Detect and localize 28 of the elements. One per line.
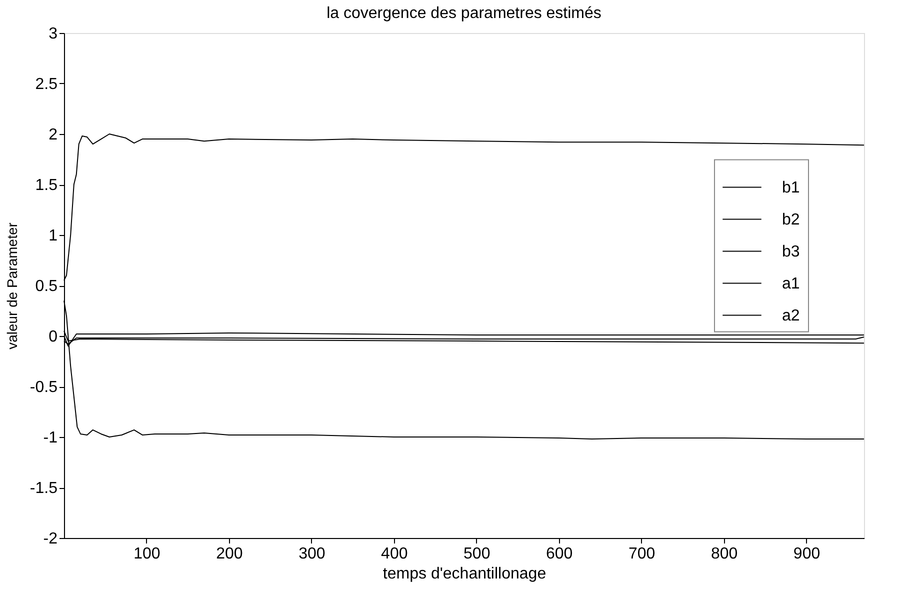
x-tick-label: 900 <box>793 546 820 562</box>
y-tick-label: 1.5 <box>35 177 58 194</box>
chart-title: la covergence des parametres estimés <box>326 5 602 22</box>
y-tick-label: -0.5 <box>30 379 58 396</box>
x-tick-label: 600 <box>546 546 573 562</box>
x-tick-label: 400 <box>381 546 408 562</box>
legend-label: b2 <box>782 211 800 228</box>
y-axis-title: valeur de Parameter <box>4 222 20 350</box>
y-tick-label: 2.5 <box>35 76 58 93</box>
legend-label: a2 <box>782 307 800 324</box>
y-tick-label: -1.5 <box>30 480 58 497</box>
x-tick-label: 200 <box>216 546 243 562</box>
y-tick-label: -1 <box>43 430 58 446</box>
y-tick-label: 0.5 <box>35 278 58 295</box>
x-tick-label: 800 <box>710 546 738 562</box>
x-tick-label: 500 <box>464 546 490 562</box>
y-tick-label: 0 <box>48 328 58 346</box>
legend-label: a1 <box>782 275 800 292</box>
legend-label: b3 <box>782 243 800 260</box>
legend-label: b1 <box>782 179 800 196</box>
y-tick-label: 1 <box>48 228 58 244</box>
y-tick-label: 2 <box>48 126 58 144</box>
x-tick-label: 100 <box>134 546 160 562</box>
x-axis-title: temps d'echantillonage <box>382 566 546 582</box>
y-tick-label: 3 <box>48 26 58 42</box>
y-tick-label: -2 <box>43 530 58 548</box>
x-tick-label: 300 <box>298 546 326 562</box>
x-tick-label: 700 <box>628 546 656 562</box>
